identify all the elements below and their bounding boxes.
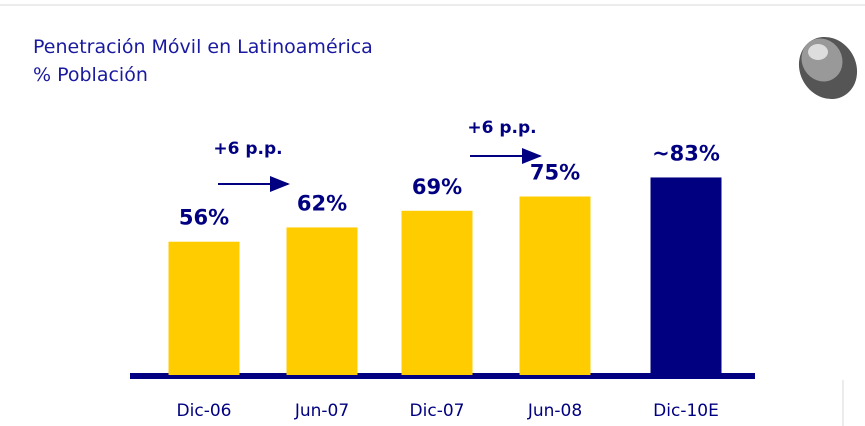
x-tick-label: Dic-07: [410, 401, 465, 421]
bar: [169, 242, 240, 375]
chart-title: Penetración Móvil en Latinoamérica: [33, 36, 373, 58]
phone-icon: [788, 26, 865, 109]
x-tick-label: Jun-07: [294, 401, 349, 421]
bar: [651, 177, 722, 375]
value-label: 75%: [530, 161, 580, 185]
x-tick-label: Dic-06: [177, 401, 232, 421]
bar: [402, 211, 473, 375]
value-label: 56%: [179, 206, 229, 230]
annotation: +6 p.p.: [467, 118, 536, 138]
chart: Penetración Móvil en Latinoamérica % Pob…: [0, 0, 865, 426]
chart-subtitle: % Población: [33, 64, 148, 86]
bar: [287, 227, 358, 375]
x-tick-label: Dic-10E: [653, 401, 719, 421]
bar: [520, 197, 591, 376]
value-label: 62%: [297, 191, 347, 215]
annotation: +6 p.p.: [213, 139, 282, 159]
value-label: 69%: [412, 175, 462, 199]
x-tick-label: Jun-08: [527, 401, 582, 421]
value-label: ~83%: [652, 141, 720, 165]
